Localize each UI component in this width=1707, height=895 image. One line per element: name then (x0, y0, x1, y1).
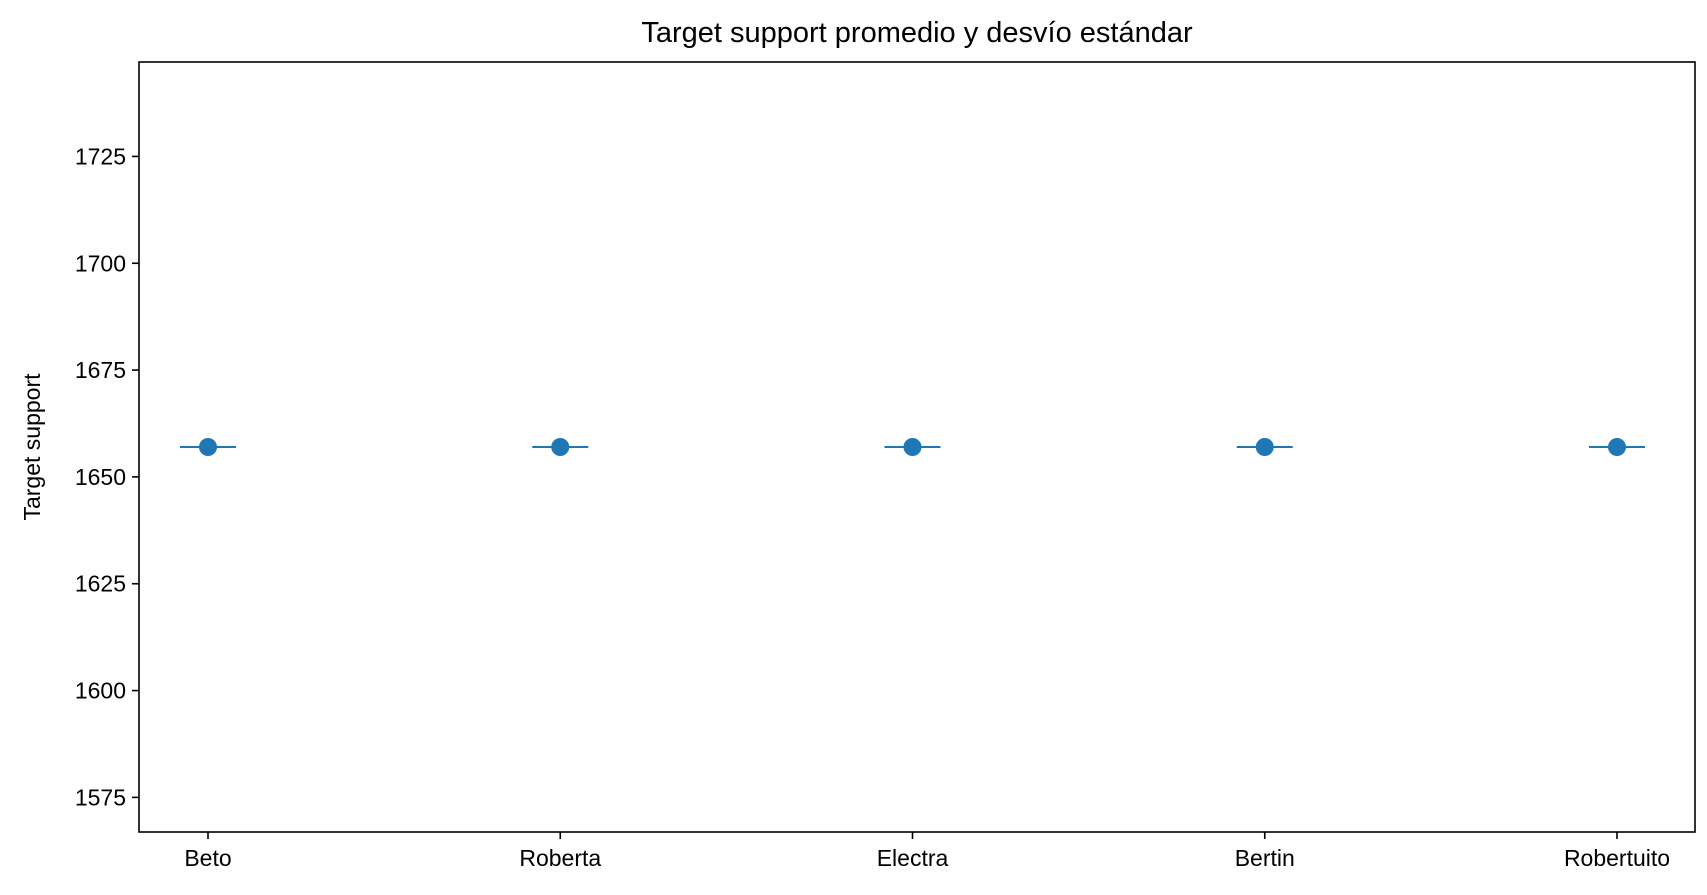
x-tick-label: Electra (877, 845, 949, 871)
y-tick-label: 1650 (75, 464, 126, 490)
y-tick-label: 1725 (75, 143, 126, 169)
chart-title: Target support promedio y desvío estánda… (641, 17, 1193, 49)
data-marks (180, 438, 1645, 456)
y-tick-label: 1675 (75, 357, 126, 383)
plot-frame (138, 61, 1696, 833)
data-point (1255, 438, 1274, 456)
y-axis-title: Target support (19, 373, 45, 521)
x-tick-label: Beto (184, 845, 231, 871)
data-point (903, 438, 922, 456)
x-axis: Beto Roberta Electra Bertin Robertuito (184, 832, 1670, 871)
y-tick-label: 1575 (75, 784, 126, 810)
data-point (1608, 438, 1626, 456)
x-tick-label: Bertin (1235, 845, 1295, 871)
x-tick-label: Roberta (519, 845, 601, 871)
y-tick-label: 1625 (75, 571, 126, 597)
data-point (551, 438, 570, 456)
data-point (199, 438, 217, 456)
y-axis: 1575 1600 1625 1650 1675 1700 1725 (75, 143, 139, 810)
y-tick-label: 1600 (75, 678, 126, 704)
y-tick-label: 1700 (75, 250, 126, 276)
x-tick-label: Robertuito (1564, 845, 1670, 871)
